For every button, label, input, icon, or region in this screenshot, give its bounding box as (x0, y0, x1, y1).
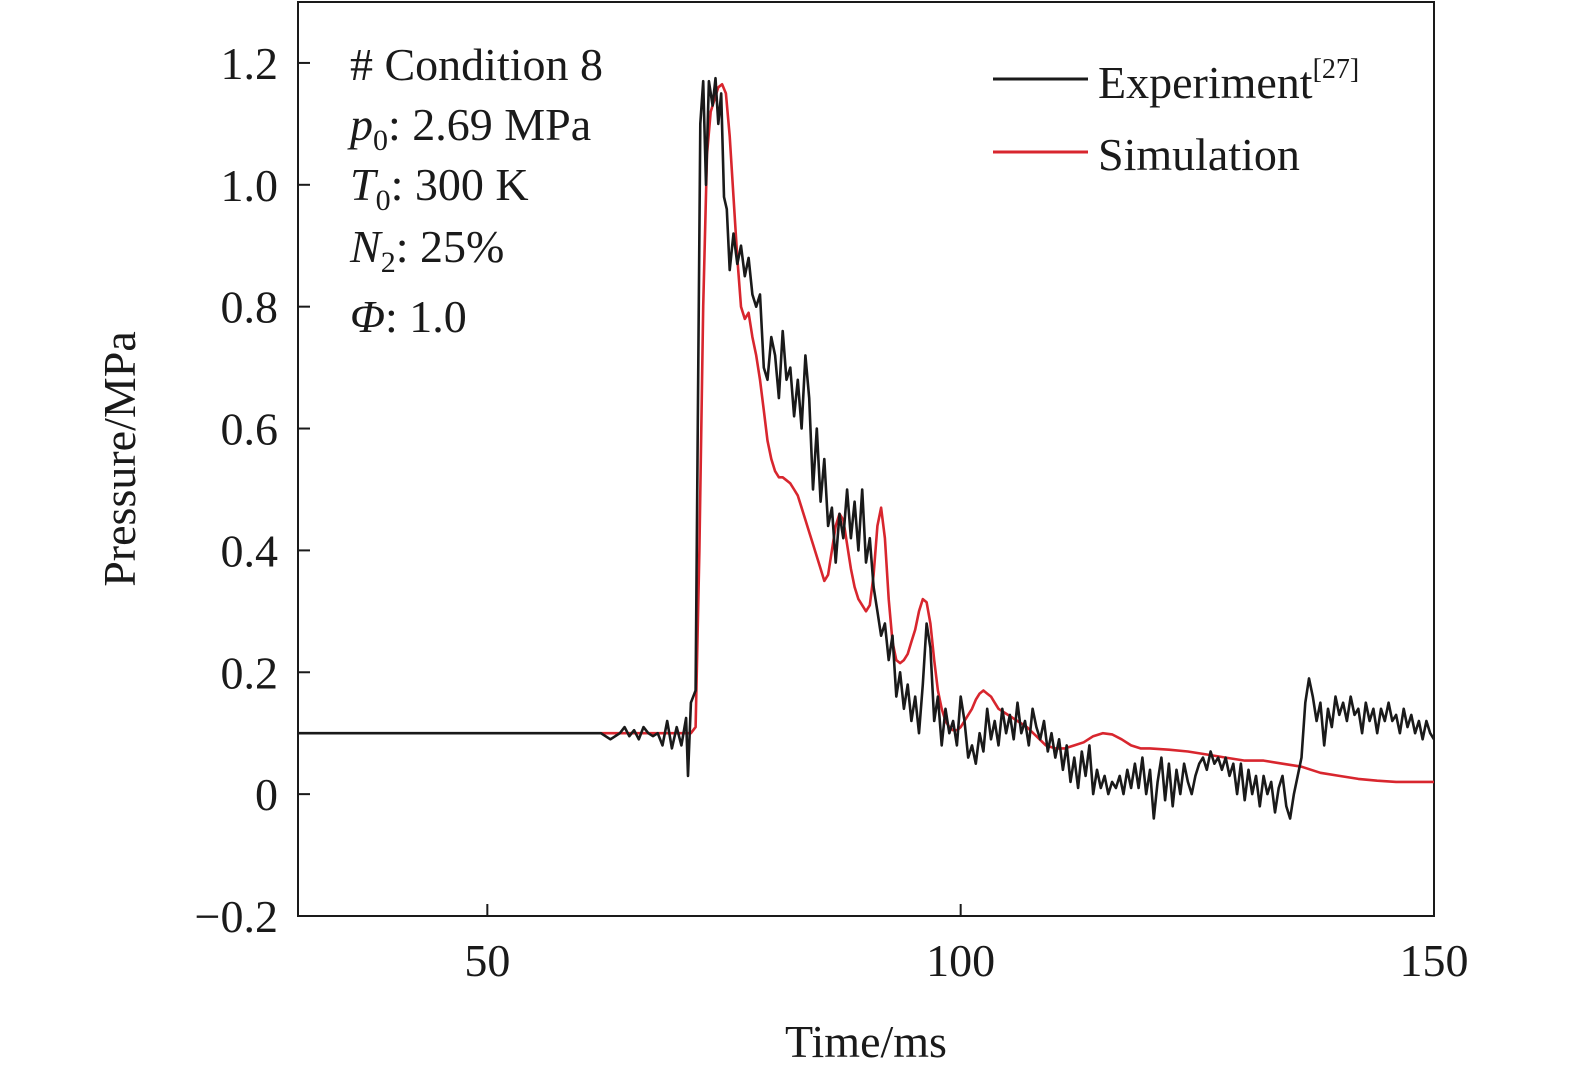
condition-title: # Condition 8 (350, 39, 603, 90)
x-tick-label: 100 (926, 935, 995, 986)
x-tick-label: 150 (1400, 935, 1469, 986)
y-axis-title: Pressure/MPa (94, 331, 145, 587)
condition-annotation: # Condition 8 p0: 2.69 MPa T0: 300 K N2:… (347, 39, 603, 342)
y-tick-label: 0 (255, 769, 278, 820)
condition-t0: T0: 300 K (350, 159, 529, 217)
condition-n2: N2: 25% (349, 221, 504, 279)
t0-symbol: T (350, 159, 379, 210)
p0-value: : 2.69 MPa (388, 99, 591, 150)
condition-p0: p0: 2.69 MPa (347, 99, 591, 157)
legend-label-simulation: Simulation (1098, 129, 1300, 180)
x-axis-title: Time/ms (785, 1016, 947, 1067)
series-line-experiment (298, 76, 1436, 820)
series-line-simulation (600, 83, 1434, 784)
y-tick-label: 0.4 (221, 525, 279, 576)
series-layer (298, 76, 1436, 820)
legend-label-experiment: Experiment[27] (1098, 54, 1359, 108)
p0-subscript: 0 (373, 124, 388, 157)
x-tick-label: 50 (464, 935, 510, 986)
p0-symbol: p (347, 99, 373, 150)
phi-symbol: Φ (350, 291, 385, 342)
y-tick-label: 1.2 (221, 38, 279, 89)
n2-subscript: 2 (381, 246, 396, 279)
y-tick-label: 0.2 (221, 647, 279, 698)
t0-value: : 300 K (391, 159, 529, 210)
n2-symbol: N (349, 221, 383, 272)
phi-value: : 1.0 (385, 291, 467, 342)
legend-experiment-superscript: [27] (1313, 54, 1360, 85)
condition-phi: Φ: 1.0 (350, 291, 467, 342)
x-axis-ticks: 50 100 150 (464, 904, 1469, 986)
y-tick-label: 1.0 (221, 160, 279, 211)
y-tick-label: −0.2 (195, 891, 278, 942)
legend: Experiment[27] Simulation (993, 54, 1359, 180)
legend-experiment-name: Experiment (1098, 57, 1313, 108)
y-tick-label: 0.8 (221, 282, 279, 333)
y-tick-label: 0.6 (221, 404, 279, 455)
t0-subscript: 0 (376, 184, 391, 217)
y-axis-ticks: −0.2 0 0.2 0.4 0.6 0.8 1.0 1.2 (195, 38, 310, 942)
n2-value: : 25% (396, 221, 505, 272)
plot-frame (297, 1, 1435, 917)
